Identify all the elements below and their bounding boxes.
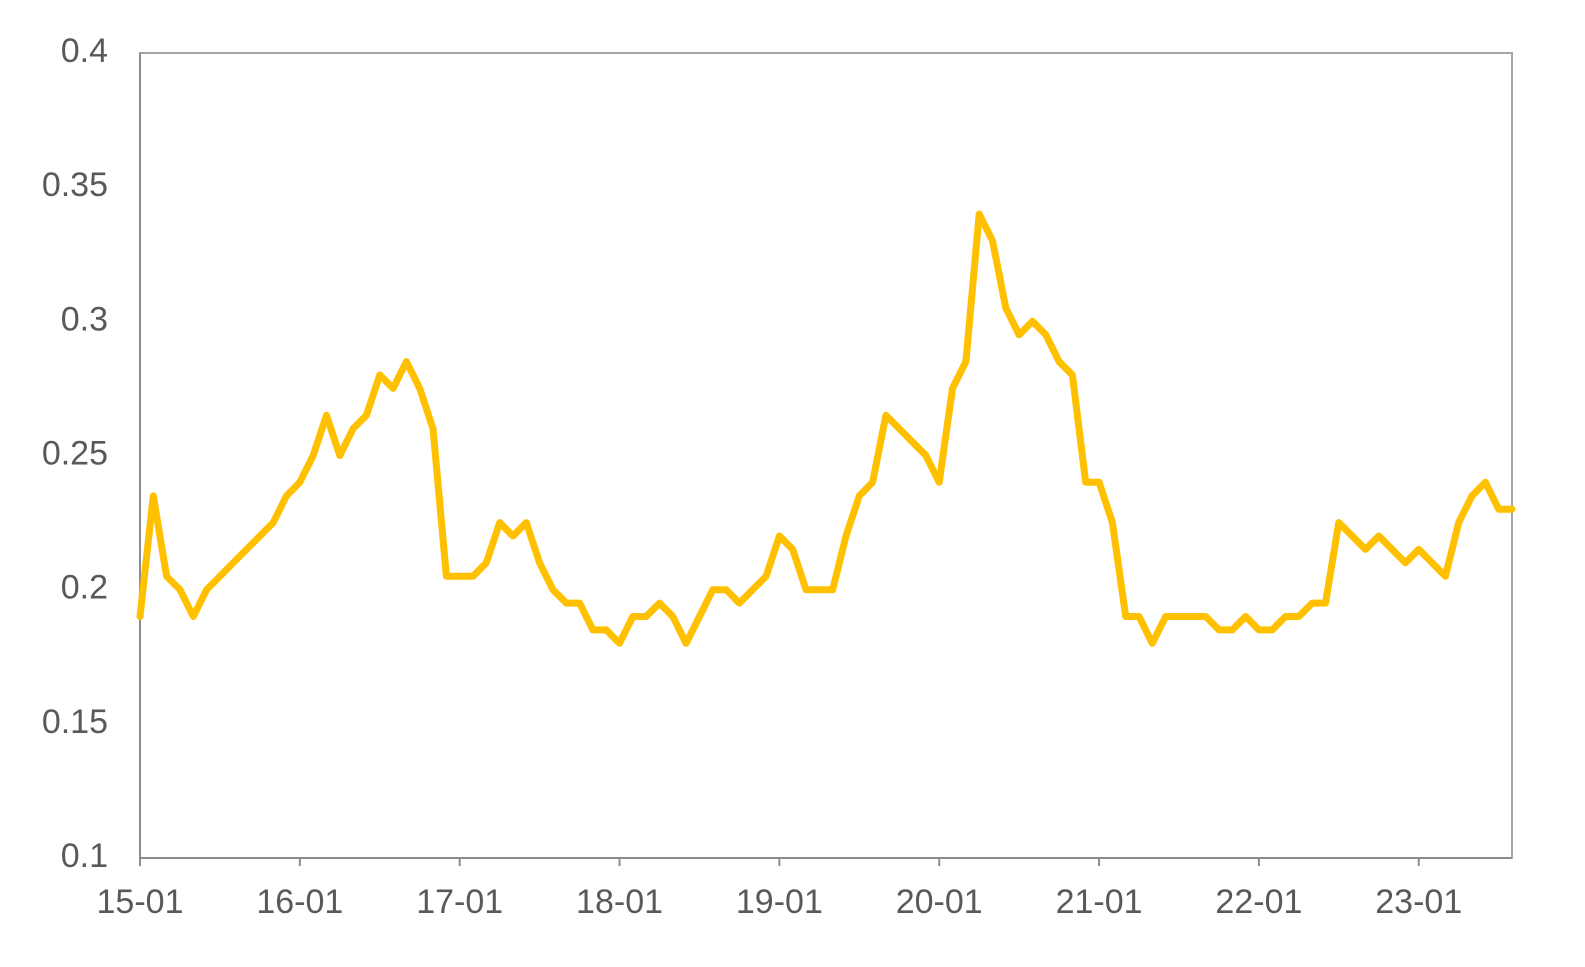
x-tick-label: 21-01 (1056, 883, 1143, 921)
x-tick-label: 18-01 (576, 883, 663, 921)
x-tick-label: 15-01 (97, 883, 184, 921)
y-tick-label: 0.15 (42, 703, 108, 741)
x-tick-label: 23-01 (1375, 883, 1462, 921)
x-tick-label: 19-01 (736, 883, 823, 921)
y-tick-label: 0.35 (42, 166, 108, 204)
x-tick-label: 20-01 (896, 883, 983, 921)
x-tick-label: 16-01 (256, 883, 343, 921)
y-tick-label: 0.25 (42, 434, 108, 472)
x-tick-label: 17-01 (416, 883, 503, 921)
y-tick-label: 0.1 (61, 837, 108, 875)
x-tick-label: 22-01 (1215, 883, 1302, 921)
plot-frame (139, 52, 1513, 859)
series-line (136, 210, 1516, 647)
y-tick-label: 0.2 (61, 569, 108, 607)
y-tick-label: 0.4 (61, 32, 108, 70)
y-tick-label: 0.3 (61, 300, 108, 338)
